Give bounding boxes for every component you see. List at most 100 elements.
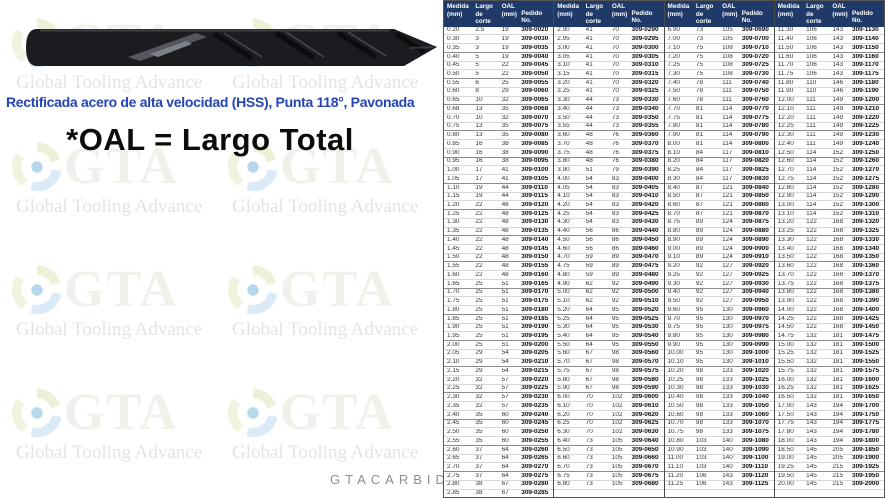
table-row: 7.20 75 108 309-0720 — [664, 53, 774, 62]
cell-medida: 4.30 — [557, 219, 570, 226]
cell-pedido-no: 309-0870 — [741, 210, 769, 217]
cell-largo-de-corte: 56 — [585, 236, 593, 243]
cell-pedido-no: 309-1300 — [852, 201, 880, 208]
table-row: 5.70 67 98 309-0570 — [554, 359, 664, 368]
cell-pedido-no: 309-0250 — [521, 429, 549, 436]
table-row: 8.50 87 121 309-0850 — [664, 193, 774, 202]
cell-largo-de-corte: 67 — [585, 385, 593, 392]
cell-oal: 48 — [501, 271, 509, 278]
table-row: 2.75 37 64 309-0275 — [444, 472, 554, 481]
table-row: 10.75 98 133 309-1075 — [664, 428, 774, 438]
cell-pedido-no: 309-0725 — [741, 62, 769, 69]
cell-oal: 133 — [722, 367, 733, 374]
table-row: 10.50 98 133 309-1050 — [664, 402, 774, 411]
cell-pedido-no: 309-0350 — [631, 114, 659, 121]
cell-oal: 98 — [611, 350, 619, 357]
cell-medida: 11.90 — [777, 88, 794, 95]
cell-pedido-no: 309-1000 — [741, 350, 769, 357]
cell-medida: 9.25 — [667, 271, 680, 278]
cell-largo-de-corte: 98 — [695, 385, 703, 392]
cell-largo-de-corte: 132 — [806, 385, 817, 392]
table-row: 7.70 81 114 309-0770 — [664, 105, 774, 114]
cell-largo-de-corte: 22 — [475, 228, 483, 235]
cell-largo-de-corte: 2.5 — [475, 27, 485, 34]
cell-medida: 8.40 — [667, 184, 680, 191]
cell-oal: 130 — [722, 315, 733, 322]
cell-largo-de-corte: 122 — [806, 315, 817, 322]
cell-medida: 0.65 — [447, 97, 460, 104]
cell-oal: 73 — [611, 97, 619, 104]
cell-pedido-no: 309-0630 — [631, 429, 659, 436]
table-row: 11.70 106 143 309-1170 — [774, 62, 884, 71]
cell-pedido-no: 309-1350 — [852, 254, 880, 261]
cell-oal: 168 — [832, 236, 844, 243]
table-row: 12.90 114 152 309-1290 — [774, 193, 884, 202]
cell-medida: 10.10 — [667, 359, 684, 366]
cell-oal: 143 — [832, 27, 844, 34]
cell-oal: 111 — [722, 79, 732, 86]
cell-medida: 17.50 — [777, 411, 794, 418]
cell-oal: 181 — [832, 394, 844, 401]
table-row: 4.60 56 86 309-0460 — [554, 245, 664, 254]
cell-medida: 11.30 — [777, 27, 794, 34]
table-row: 8.60 87 121 309-0860 — [664, 201, 774, 211]
cell-largo-de-corte: 59 — [585, 263, 593, 270]
cell-pedido-no: 309-1360 — [852, 263, 880, 270]
cell-pedido-no: 309-0980 — [741, 333, 769, 339]
table-row: 0.60 8 29 309-0060 — [444, 88, 554, 97]
catalog-table: Medida (mm) Largo de corte OAL (mm) Pedido No.… — [443, 0, 885, 498]
cell-pedido-no: 309-0080 — [521, 132, 549, 139]
table-row: 8.20 84 117 309-0820 — [664, 158, 774, 167]
table-row: 2.85 38 67 309-0285 — [444, 490, 553, 498]
cell-pedido-no: 309-0225 — [521, 385, 549, 392]
table-row: 6.80 73 105 309-0680 — [554, 481, 664, 490]
cell-largo-de-corte: 122 — [806, 263, 817, 270]
cell-oal: 70 — [611, 36, 619, 43]
cell-largo-de-corte: 89 — [695, 254, 703, 261]
cell-pedido-no: 309-0490 — [631, 280, 659, 287]
cell-oal: 140 — [722, 437, 733, 444]
cell-pedido-no: 309-1020 — [741, 367, 769, 374]
table-row: 1.10 19 44 309-0110 — [444, 184, 554, 193]
cell-largo-de-corte: 143 — [806, 437, 817, 444]
cell-oal: 92 — [611, 280, 619, 287]
cell-oal: 152 — [832, 210, 844, 217]
cell-oal: 124 — [722, 236, 733, 243]
cell-medida: 2.75 — [447, 472, 460, 479]
cell-oal: 54 — [501, 359, 509, 366]
cell-pedido-no: 309-0810 — [741, 149, 769, 156]
cell-largo-de-corte: 95 — [695, 350, 703, 357]
cell-oal: 215 — [832, 481, 844, 488]
cell-largo-de-corte: 25 — [475, 333, 483, 339]
cell-largo-de-corte: 17 — [475, 167, 483, 174]
cell-medida: 0.55 — [447, 79, 460, 86]
table-row: 0.90 16 38 309-0090 — [444, 149, 554, 158]
cell-medida: 1.55 — [447, 263, 460, 270]
cell-pedido-no: 309-0950 — [741, 298, 769, 305]
cell-medida: 8.90 — [667, 236, 680, 243]
cell-medida: 8.00 — [667, 140, 680, 147]
cell-oal: 127 — [722, 263, 733, 270]
table-row: 10.10 95 130 309-1010 — [664, 359, 774, 368]
table-row: 8.25 84 117 309-0825 — [664, 166, 774, 176]
cell-pedido-no: 309-0560 — [631, 350, 659, 357]
cell-medida: 10.00 — [667, 350, 684, 357]
cell-largo-de-corte: 103 — [695, 464, 707, 471]
cell-medida: 0.80 — [447, 132, 460, 139]
table-row: 10.80 103 140 309-1080 — [664, 437, 774, 446]
cell-medida: 4.05 — [557, 184, 570, 191]
cell-medida: 6.70 — [557, 464, 570, 471]
cell-pedido-no: 309-0180 — [521, 306, 549, 313]
cell-medida: 11.60 — [777, 53, 794, 60]
cell-oal: 181 — [832, 359, 844, 366]
cell-largo-de-corte: 25 — [475, 298, 483, 305]
table-row: 1.70 25 51 309-0170 — [444, 289, 554, 298]
table-row: 13.40 122 168 309-1340 — [774, 245, 884, 254]
cell-medida: 9.70 — [667, 315, 680, 322]
cell-oal: 181 — [832, 350, 844, 357]
cell-medida: 13.20 — [777, 219, 794, 226]
cell-oal: 181 — [832, 367, 844, 374]
cell-largo-de-corte: 22 — [475, 263, 483, 270]
table-row: 5.30 64 95 309-0530 — [554, 324, 664, 333]
cell-medida: 3.55 — [557, 123, 570, 130]
